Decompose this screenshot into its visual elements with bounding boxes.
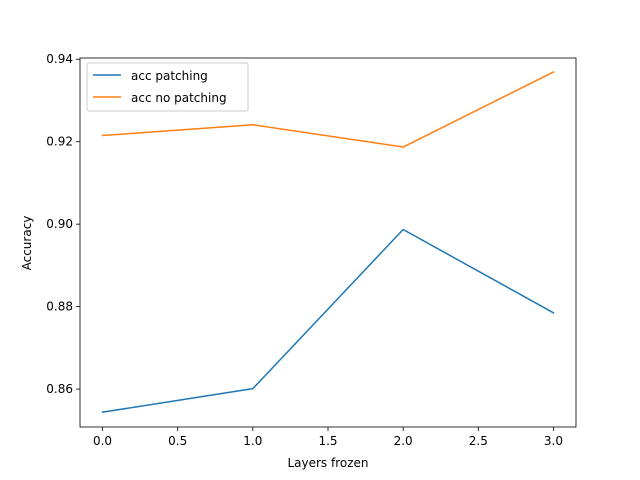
legend-label-acc-patching: acc patching: [131, 69, 208, 83]
x-tick-label: 1.0: [243, 434, 262, 448]
legend-label-acc-no-patching: acc no patching: [131, 91, 227, 105]
series-line-acc-patching: [101, 228, 555, 414]
y-axis-label: Accuracy: [20, 216, 34, 271]
x-tick-label: 1.5: [318, 434, 337, 448]
series-line-acc-no-patching: [101, 71, 555, 148]
y-tick-label: 0.88: [46, 300, 73, 314]
legend: acc patching acc no patching: [86, 62, 249, 112]
x-tick-label: 2.5: [469, 434, 488, 448]
x-tick-label: 2.0: [394, 434, 413, 448]
y-tick-label: 0.94: [46, 52, 73, 66]
y-tick-label: 0.86: [46, 382, 73, 396]
legend-frame: [86, 62, 249, 112]
x-tick-label: 0.0: [93, 434, 112, 448]
x-tick-label: 3.0: [544, 434, 563, 448]
y-tick-label: 0.90: [46, 217, 73, 231]
plot-area: [101, 71, 555, 414]
axes: 0.0 0.5 1.0 1.5 2.0 2.5 3.0 0.86 0.88 0.90 0.92 0.9…: [46, 52, 577, 448]
x-tick-label: 0.5: [168, 434, 187, 448]
x-axis-label: Layers frozen: [287, 456, 368, 470]
y-tick-label: 0.92: [46, 135, 73, 149]
